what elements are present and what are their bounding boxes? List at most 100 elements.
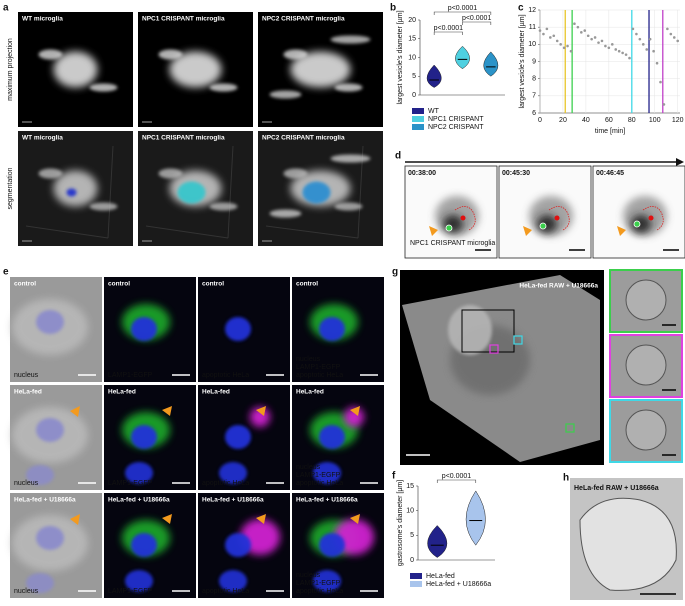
point [593, 36, 597, 39]
point [569, 49, 573, 53]
point [549, 36, 552, 39]
image-label: NPC2 CRISPANT microglia [262, 16, 345, 23]
vesicle-outline [454, 206, 476, 231]
y-tick-label: 11 [529, 24, 536, 31]
point [545, 27, 549, 31]
condition-label: control [108, 281, 130, 288]
channel-label: apoptotic HeLa [296, 588, 343, 595]
blob [169, 51, 222, 88]
blob [26, 573, 54, 593]
point [576, 25, 580, 29]
blob [269, 209, 302, 218]
vesicle [554, 215, 560, 221]
point [672, 36, 676, 39]
phagosome [539, 222, 547, 230]
arrowhead [162, 406, 172, 416]
row-label: maximum projection [7, 38, 14, 101]
y-tick-label: 6 [532, 110, 536, 117]
condition-label: HeLa-fed + U18666a [108, 497, 170, 504]
y-tick-label: 10 [528, 41, 536, 48]
box-edge [25, 145, 114, 239]
condition-label: HeLa-fed [296, 389, 324, 396]
blob [89, 202, 118, 211]
roi-green [565, 423, 575, 433]
channel-label: nucleus [14, 372, 39, 379]
bracket [433, 31, 463, 35]
blob [209, 202, 238, 211]
arrowhead [70, 514, 80, 525]
blob [219, 462, 247, 484]
point [610, 43, 614, 46]
legend-swatch [412, 116, 424, 122]
x-tick-label: 120 [672, 117, 684, 124]
point [562, 46, 566, 50]
point [566, 44, 569, 48]
point [666, 27, 669, 31]
point [617, 49, 621, 53]
blob [36, 418, 64, 442]
legend-label: HeLa-fed [426, 573, 455, 580]
point [662, 103, 666, 106]
y-axis-label: largest vesicle's diameter [µm] [519, 14, 526, 108]
point [669, 32, 673, 36]
blob [319, 533, 345, 557]
p-value: p<0.0001 [442, 473, 471, 480]
p-value: p<0.0001 [462, 15, 491, 22]
image-label: NPC2 CRISPANT microglia [262, 135, 345, 142]
y-tick-label: 10 [408, 54, 416, 61]
y-tick-label: 15 [408, 36, 416, 43]
x-tick-label: 40 [582, 117, 590, 124]
blob [631, 215, 651, 233]
condition-label: HeLa-fed [202, 389, 230, 396]
channel-label: LAMP1-EGFP [108, 588, 153, 595]
blob [283, 49, 308, 60]
blob [443, 215, 463, 233]
blob [319, 317, 345, 341]
channel-label: nucleus [14, 480, 39, 487]
point [635, 32, 638, 36]
blob [177, 181, 206, 204]
bracket [433, 11, 492, 15]
point [659, 80, 662, 84]
blob [448, 305, 492, 355]
channel-label: apoptotic HeLa [296, 480, 343, 487]
timestamp: 00:38:00 [408, 170, 436, 177]
arrowhead [162, 514, 172, 524]
blob [66, 188, 77, 197]
point [645, 48, 649, 51]
x-tick-label: 80 [628, 117, 636, 124]
channel-label: nucleus [296, 464, 321, 471]
channel-label: nucleus [296, 356, 321, 363]
legend-swatch [410, 573, 422, 579]
point [586, 34, 590, 38]
timestamp: 00:46:45 [596, 170, 624, 177]
blob [26, 465, 54, 485]
violin [483, 51, 499, 77]
panel-label: f [392, 471, 396, 482]
condition-label: HeLa-fed + U18666a [14, 497, 76, 504]
blob [319, 425, 345, 449]
roi [461, 309, 515, 353]
panel-label: g [392, 267, 398, 278]
blob [53, 51, 98, 88]
blob [219, 570, 247, 592]
y-tick-label: 5 [412, 73, 416, 80]
y-tick-label: 9 [532, 58, 536, 65]
channel-label: LAMP1-EGFP [296, 580, 341, 587]
panel-label: h [563, 473, 569, 484]
arrow-head [676, 158, 684, 166]
legend-swatch [410, 581, 422, 587]
panel-label: a [3, 3, 9, 14]
violin [426, 64, 442, 88]
point [538, 29, 542, 32]
blob [158, 49, 183, 60]
legend-label: NPC2 CRISPANT [428, 124, 484, 131]
y-tick-label: 20 [408, 17, 416, 24]
point [676, 39, 680, 43]
y-tick-label: 8 [532, 76, 536, 83]
vesicle [460, 215, 466, 221]
point [638, 37, 642, 41]
point [648, 37, 652, 41]
point [631, 27, 635, 31]
arrowhead [70, 406, 80, 417]
